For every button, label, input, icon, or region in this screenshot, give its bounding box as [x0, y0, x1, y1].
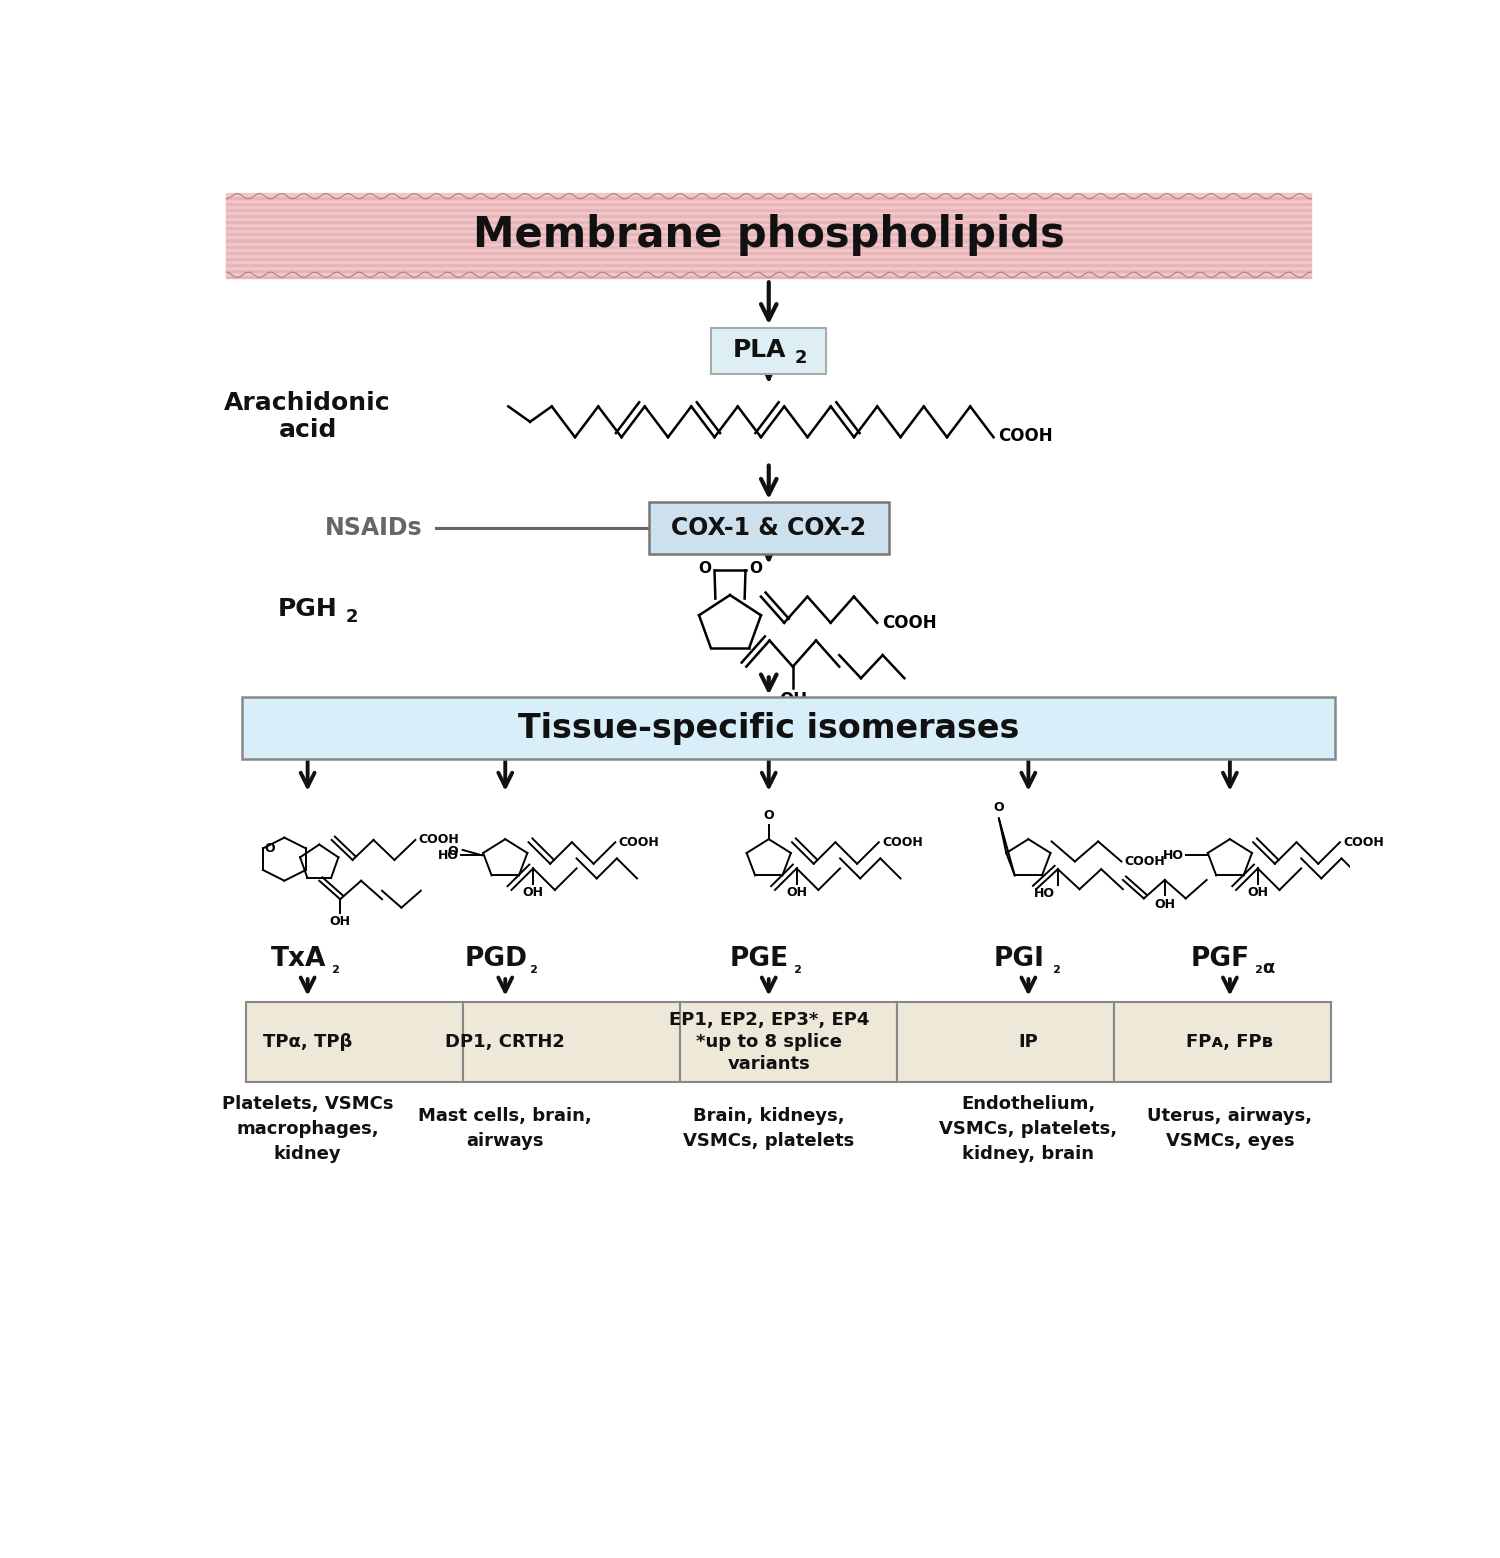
- Text: Arachidonic
acid: Arachidonic acid: [225, 391, 392, 442]
- Text: OH: OH: [330, 916, 351, 929]
- Text: COOH: COOH: [882, 614, 936, 633]
- Text: IP: IP: [1019, 1033, 1038, 1052]
- Bar: [246, 1002, 462, 1083]
- Text: PGE: PGE: [730, 946, 789, 972]
- Text: COOH: COOH: [998, 427, 1053, 444]
- Bar: [226, 260, 1311, 263]
- Text: Endothelium,
VSMCs, platelets,
kidney, brain: Endothelium, VSMCs, platelets, kidney, b…: [939, 1095, 1118, 1162]
- Text: O: O: [764, 809, 774, 823]
- Text: ₂α: ₂α: [1254, 958, 1275, 977]
- Bar: [226, 223, 1311, 226]
- Text: DP1, CRTH2: DP1, CRTH2: [446, 1033, 566, 1052]
- Bar: [226, 199, 1311, 203]
- Bar: [226, 212, 1311, 215]
- Text: COX-1 & COX-2: COX-1 & COX-2: [670, 516, 867, 541]
- Text: EP1, EP2, EP3*, EP4
*up to 8 splice
variants: EP1, EP2, EP3*, EP4 *up to 8 splice vari…: [669, 1011, 868, 1073]
- Text: O: O: [698, 561, 711, 576]
- Text: ₂: ₂: [794, 958, 801, 977]
- Bar: [1113, 1002, 1330, 1083]
- Bar: [226, 235, 1311, 238]
- Bar: [897, 1002, 1113, 1083]
- Bar: [226, 226, 1311, 229]
- Text: COOH: COOH: [1342, 835, 1384, 849]
- Bar: [226, 257, 1311, 260]
- Bar: [226, 209, 1311, 212]
- Text: OH: OH: [1248, 887, 1269, 899]
- Text: OH: OH: [522, 887, 543, 899]
- Text: O: O: [993, 801, 1004, 813]
- Bar: [226, 241, 1311, 245]
- Text: COOH: COOH: [882, 835, 922, 849]
- Bar: [226, 232, 1311, 235]
- Text: ₂: ₂: [333, 958, 340, 977]
- Text: ₂: ₂: [530, 958, 538, 977]
- Text: COOH: COOH: [419, 834, 459, 846]
- Text: HO: HO: [438, 849, 459, 862]
- Bar: [226, 215, 1311, 217]
- Bar: [226, 220, 1311, 223]
- Text: TPα, TPβ: TPα, TPβ: [262, 1033, 352, 1052]
- Bar: [226, 274, 1311, 277]
- Bar: [226, 248, 1311, 251]
- Bar: [226, 229, 1311, 232]
- Text: 2: 2: [795, 349, 807, 366]
- Text: O: O: [447, 844, 458, 858]
- Bar: [226, 266, 1311, 268]
- Text: Uterus, airways,
VSMCs, eyes: Uterus, airways, VSMCs, eyes: [1148, 1108, 1312, 1150]
- Bar: [462, 1002, 680, 1083]
- Bar: [226, 238, 1311, 241]
- Text: HO: HO: [1162, 849, 1184, 862]
- Text: OH: OH: [778, 692, 807, 709]
- Text: FPᴀ, FPʙ: FPᴀ, FPʙ: [1186, 1033, 1274, 1052]
- Text: COOH: COOH: [618, 835, 658, 849]
- Text: OH: OH: [1155, 897, 1176, 911]
- Bar: [226, 263, 1311, 266]
- Bar: [226, 268, 1311, 271]
- Bar: [226, 217, 1311, 220]
- FancyBboxPatch shape: [242, 698, 1335, 759]
- Text: PGF: PGF: [1191, 946, 1250, 972]
- Text: Membrane phospholipids: Membrane phospholipids: [472, 215, 1065, 257]
- Text: PGD: PGD: [465, 946, 528, 972]
- Bar: [680, 1002, 897, 1083]
- Text: PGH: PGH: [278, 597, 338, 622]
- Bar: [226, 254, 1311, 257]
- Bar: [226, 251, 1311, 254]
- Bar: [226, 271, 1311, 274]
- Text: Platelets, VSMCs
macrophages,
kidney: Platelets, VSMCs macrophages, kidney: [222, 1095, 393, 1162]
- Text: NSAIDs: NSAIDs: [324, 516, 423, 541]
- Text: O: O: [748, 561, 762, 576]
- Text: COOH: COOH: [1125, 855, 1166, 868]
- Text: TxA: TxA: [270, 946, 326, 972]
- Text: Tissue-specific isomerases: Tissue-specific isomerases: [518, 712, 1020, 745]
- Text: HO: HO: [1034, 887, 1054, 901]
- Text: ₂: ₂: [1053, 958, 1060, 977]
- Bar: [226, 245, 1311, 248]
- Bar: [226, 206, 1311, 209]
- Text: Mast cells, brain,
airways: Mast cells, brain, airways: [419, 1108, 592, 1150]
- FancyBboxPatch shape: [711, 327, 827, 374]
- Text: O: O: [264, 841, 274, 855]
- Text: Brain, kidneys,
VSMCs, platelets: Brain, kidneys, VSMCs, platelets: [682, 1108, 855, 1150]
- FancyBboxPatch shape: [648, 502, 890, 555]
- Bar: [226, 193, 1311, 196]
- Text: PLA: PLA: [732, 338, 786, 361]
- Bar: [226, 196, 1311, 199]
- Text: PGI: PGI: [993, 946, 1044, 972]
- Text: OH: OH: [786, 887, 807, 899]
- Text: 2: 2: [345, 608, 358, 626]
- Bar: [226, 203, 1311, 206]
